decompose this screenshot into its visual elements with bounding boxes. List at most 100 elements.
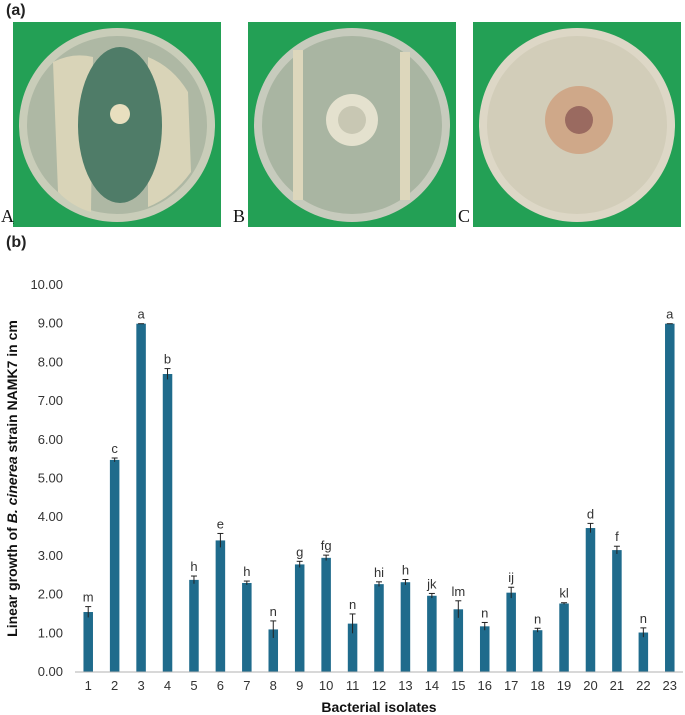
significance-letter: h [402, 563, 409, 578]
y-tick-label: 5.00 [38, 471, 63, 486]
x-tick-label: 13 [398, 678, 412, 693]
significance-letter: g [296, 544, 303, 559]
photo-b-caption: B [233, 206, 246, 226]
bar-16 [479, 626, 490, 672]
error-bar-21 [613, 545, 620, 554]
bar-1 [83, 612, 93, 672]
petri-dish-photo-b [248, 22, 456, 227]
y-tick-label: 7.00 [38, 393, 63, 408]
significance-letter: a [666, 307, 674, 322]
error-bar-9 [296, 560, 303, 568]
x-axis-ticks: 1 2 3 4 5 6 7 8 9 10 11 12 13 14 15 16 17 18 19 20 21 22 23 [85, 678, 677, 693]
significance-letter: m [83, 590, 94, 605]
significance-letter: jk [426, 576, 437, 591]
y-axis-ticks: 0.00 1.00 2.00 3.00 4.00 5.00 6.00 7.00 8.00 9.00… [30, 277, 63, 679]
error-bar-5 [190, 575, 197, 584]
error-bar-8 [270, 620, 277, 638]
bar-17 [506, 592, 516, 672]
photo-a-letter: A [13, 208, 14, 227]
bar-11 [347, 623, 358, 672]
bar-12 [374, 584, 384, 672]
bar-10 [321, 557, 331, 672]
x-tick-label: 4 [164, 678, 171, 693]
significance-letter: n [270, 604, 277, 619]
significance-letter: n [481, 605, 488, 620]
bar-13 [400, 582, 411, 672]
y-tick-label: 9.00 [38, 316, 63, 331]
photo-c-caption: C [458, 206, 471, 226]
x-tick-label: 19 [557, 678, 571, 693]
bar-22 [638, 632, 649, 672]
significance-letter: lm [451, 584, 465, 599]
significance-letter: hi [374, 565, 384, 580]
x-tick-label: 10 [319, 678, 333, 693]
error-bar-14 [428, 592, 435, 599]
x-tick-label: 6 [217, 678, 224, 693]
bar-14 [427, 595, 437, 672]
y-tick-label: 3.00 [38, 548, 63, 563]
error-bar-19 [561, 602, 568, 605]
petri-dish-photo-c [473, 22, 681, 227]
significance-letter: f [615, 529, 619, 544]
x-tick-label: 7 [243, 678, 250, 693]
error-bar-7 [243, 580, 250, 585]
x-axis-title: Bacterial isolates [321, 699, 436, 715]
x-tick-label: 23 [663, 678, 677, 693]
bar-2 [109, 459, 120, 672]
error-bar-6 [217, 532, 224, 548]
x-tick-label: 1 [85, 678, 92, 693]
error-bars [85, 323, 673, 638]
bar-21 [612, 550, 622, 672]
x-tick-label: 15 [451, 678, 465, 693]
significance-letter: kl [559, 586, 569, 601]
significance-letter: n [640, 611, 647, 626]
x-tick-label: 9 [296, 678, 303, 693]
x-tick-label: 5 [190, 678, 197, 693]
x-tick-label: 20 [583, 678, 597, 693]
bars [83, 323, 675, 672]
significance-letter: h [243, 564, 250, 579]
x-tick-label: 8 [270, 678, 277, 693]
significance-letter: n [349, 597, 356, 612]
significance-letter: e [217, 516, 224, 531]
significance-letter: a [137, 307, 145, 322]
y-tick-label: 4.00 [38, 509, 63, 524]
error-bar-16 [481, 621, 488, 631]
error-bar-4 [164, 368, 171, 380]
photo-a-caption: A [1, 206, 14, 226]
x-tick-label: 21 [610, 678, 624, 693]
bar-3 [136, 323, 146, 672]
x-tick-label: 22 [636, 678, 650, 693]
bar-20 [585, 528, 596, 672]
panel-a-label: (a) [6, 2, 26, 19]
error-bar-22 [640, 627, 647, 638]
bar-5 [189, 579, 199, 672]
significance-letters: m c a b h e h n g fg n hi h jk lm n ij n kl d f n a [83, 307, 674, 627]
bar-9 [294, 564, 305, 672]
error-bar-11 [349, 613, 356, 634]
error-bar-1 [85, 606, 92, 618]
error-bar-12 [376, 581, 382, 587]
petri-dish-photo-a: A [13, 22, 221, 227]
y-tick-label: 6.00 [38, 432, 63, 447]
panel-b-label: (b) [6, 234, 27, 251]
x-tick-label: 11 [346, 678, 360, 693]
bar-15 [453, 609, 464, 672]
bar-23 [665, 323, 675, 672]
bar-7 [242, 582, 252, 672]
y-axis-title: Linear growth of B. cinerea strain NAMK7… [4, 320, 20, 637]
significance-letter: b [164, 352, 171, 367]
error-bar-20 [587, 522, 594, 533]
bar-6 [215, 540, 226, 672]
x-tick-label: 12 [372, 678, 386, 693]
bar-chart: 0.00 1.00 2.00 3.00 4.00 5.00 6.00 7.00 8.00 9.00… [4, 277, 683, 715]
significance-letter: ij [508, 570, 514, 585]
x-tick-label: 18 [530, 678, 544, 693]
significance-letter: c [111, 441, 118, 456]
y-tick-label: 1.00 [38, 625, 63, 640]
significance-letter: d [587, 506, 594, 521]
significance-letter: fg [321, 538, 332, 553]
error-bar-10 [323, 554, 330, 561]
error-bar-18 [534, 627, 541, 633]
error-bar-2 [111, 457, 118, 462]
